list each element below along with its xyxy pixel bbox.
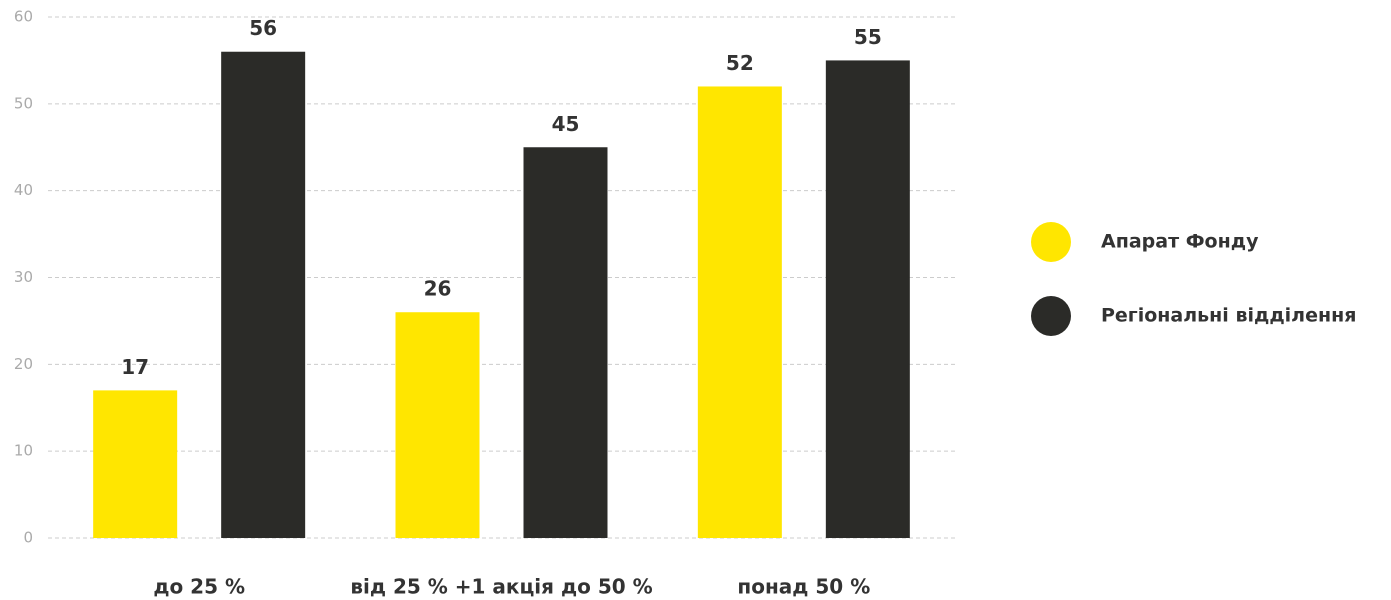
y-tick-label: 30 [14,268,33,286]
x-tick-label: до 25 % [153,575,245,599]
x-tick-label: понад 50 % [737,575,870,599]
bar [523,147,608,538]
y-tick-label: 50 [14,94,33,112]
value-label: 45 [552,112,580,136]
y-tick-label: 40 [14,181,33,199]
value-label: 56 [249,16,277,40]
bar [697,86,782,538]
value-label: 52 [726,51,754,75]
y-tick-label: 0 [23,529,33,547]
y-tick-label: 10 [14,442,33,460]
legend-swatch [1031,296,1071,336]
value-label: 26 [424,277,452,301]
legend-label: Апарат Фонду [1101,231,1259,253]
y-tick-label: 20 [14,355,33,373]
bar [395,312,480,538]
value-label: 17 [121,355,149,379]
bar [93,390,178,538]
legend-label: Регіональні відділення [1101,305,1356,327]
value-label: 55 [854,25,882,49]
legend-swatch [1031,222,1071,262]
x-tick-label: від 25 % +1 акція до 50 % [350,575,652,599]
y-tick-label: 60 [14,8,33,26]
bar [825,60,910,539]
bar [221,51,306,538]
